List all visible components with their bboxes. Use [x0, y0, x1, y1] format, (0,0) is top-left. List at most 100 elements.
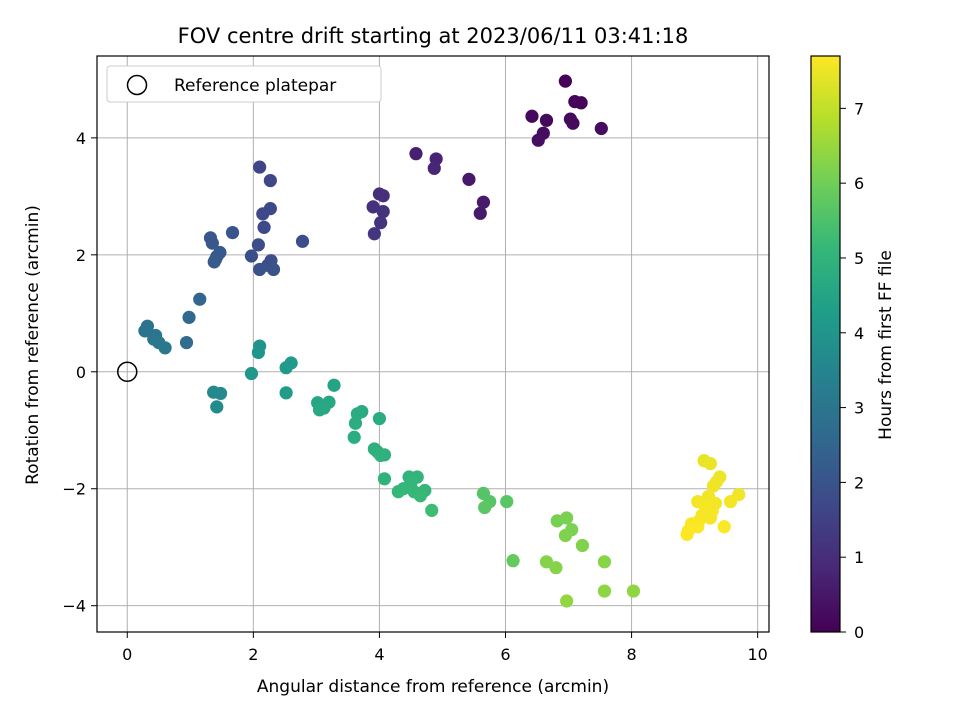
data-point [427, 161, 441, 175]
data-point [706, 479, 721, 493]
data-point [500, 494, 514, 509]
data-point [377, 472, 392, 486]
data-point [575, 538, 590, 553]
data-point [253, 262, 267, 277]
data-point [348, 416, 363, 430]
legend-box [106, 65, 382, 103]
data-point [257, 220, 271, 234]
chart-title: FOV centre drift starting at 2023/06/11 … [178, 24, 689, 48]
grid-lines [97, 56, 769, 632]
data-point [263, 173, 277, 188]
legend-open-circle-icon [126, 74, 148, 96]
data-point [279, 386, 293, 400]
data-point [560, 594, 574, 608]
y-tick-label: 4 [76, 129, 86, 148]
data-point [179, 335, 194, 350]
data-point [476, 195, 491, 209]
data-point [138, 324, 152, 338]
data-point [549, 561, 563, 575]
plot-frame [96, 55, 770, 633]
data-point [374, 448, 388, 462]
data-point [391, 485, 405, 499]
y-axis-ticks: −4 −2 0 2 4 [62, 129, 97, 616]
data-point [425, 503, 439, 517]
data-point [539, 113, 554, 127]
data-point [256, 207, 270, 221]
data-point [251, 345, 265, 360]
data-point [366, 200, 380, 214]
data-point [717, 520, 731, 534]
data-point [244, 366, 259, 381]
data-point [347, 430, 361, 444]
data-point [703, 511, 717, 525]
data-point [376, 204, 390, 219]
data-point [367, 227, 381, 241]
data-point [531, 133, 545, 147]
colorbar-tick-label: 6 [854, 174, 864, 193]
legend-label-reference-platepar: Reference platepar [174, 76, 336, 96]
y-tick-label: −2 [62, 480, 86, 499]
colorbar: 0 1 2 3 4 5 6 7 Hours from first FF file [810, 55, 896, 642]
colorbar-tick-label: 0 [854, 623, 864, 642]
colorbar-tick-label: 2 [854, 473, 864, 492]
data-point [374, 216, 388, 230]
data-point [158, 341, 172, 355]
data-point [295, 234, 310, 248]
data-point [376, 189, 390, 203]
data-point [205, 236, 219, 250]
reference-platepar-marker [117, 361, 138, 383]
y-tick-label: 0 [76, 363, 86, 382]
data-point [478, 500, 492, 515]
x-tick-label: 0 [122, 645, 132, 664]
data-point [703, 456, 717, 471]
data-point [506, 554, 520, 568]
data-point [723, 494, 738, 509]
data-point [560, 511, 574, 525]
data-point [539, 555, 554, 569]
data-point [213, 386, 228, 401]
x-axis-label: Angular distance from reference (arcmin) [257, 677, 609, 697]
data-point [566, 116, 580, 130]
data-point [253, 160, 267, 174]
colorbar-tick-label: 3 [854, 399, 864, 418]
data-point [312, 403, 327, 417]
x-tick-label: 10 [747, 645, 767, 664]
colorbar-tick-label: 5 [854, 249, 864, 268]
data-points [138, 74, 746, 608]
data-point [193, 292, 207, 306]
y-tick-label: −4 [62, 597, 86, 616]
y-tick-label: 2 [76, 246, 86, 265]
data-point [558, 528, 572, 543]
x-tick-label: 8 [626, 645, 636, 664]
colorbar-gradient [810, 55, 841, 633]
data-point [597, 584, 612, 598]
data-point [327, 378, 341, 392]
data-point [597, 555, 612, 569]
data-point [574, 96, 588, 110]
x-tick-label: 6 [500, 645, 510, 664]
colorbar-label: Hours from first FF file [876, 250, 896, 440]
data-point [279, 361, 293, 375]
data-point [251, 238, 265, 252]
colorbar-tick-label: 4 [854, 324, 864, 343]
data-point [210, 400, 224, 414]
colorbar-tick-label: 1 [854, 548, 864, 567]
colorbar-tick-label: 7 [854, 99, 864, 118]
data-point [244, 249, 259, 263]
data-point [266, 262, 281, 277]
data-point [473, 206, 487, 220]
data-point [413, 489, 427, 503]
legend: Reference platepar [106, 65, 382, 103]
x-tick-label: 2 [248, 645, 258, 664]
data-point [182, 310, 196, 324]
colorbar-ticks: 0 1 2 3 4 5 6 7 [840, 99, 864, 642]
data-point [525, 109, 539, 123]
data-point [409, 147, 423, 161]
data-point [594, 121, 608, 136]
data-point [225, 226, 240, 240]
data-point [558, 74, 572, 88]
x-tick-label: 4 [374, 645, 384, 664]
x-axis-ticks: 0 2 4 6 8 10 [122, 632, 768, 664]
data-point [626, 584, 641, 598]
